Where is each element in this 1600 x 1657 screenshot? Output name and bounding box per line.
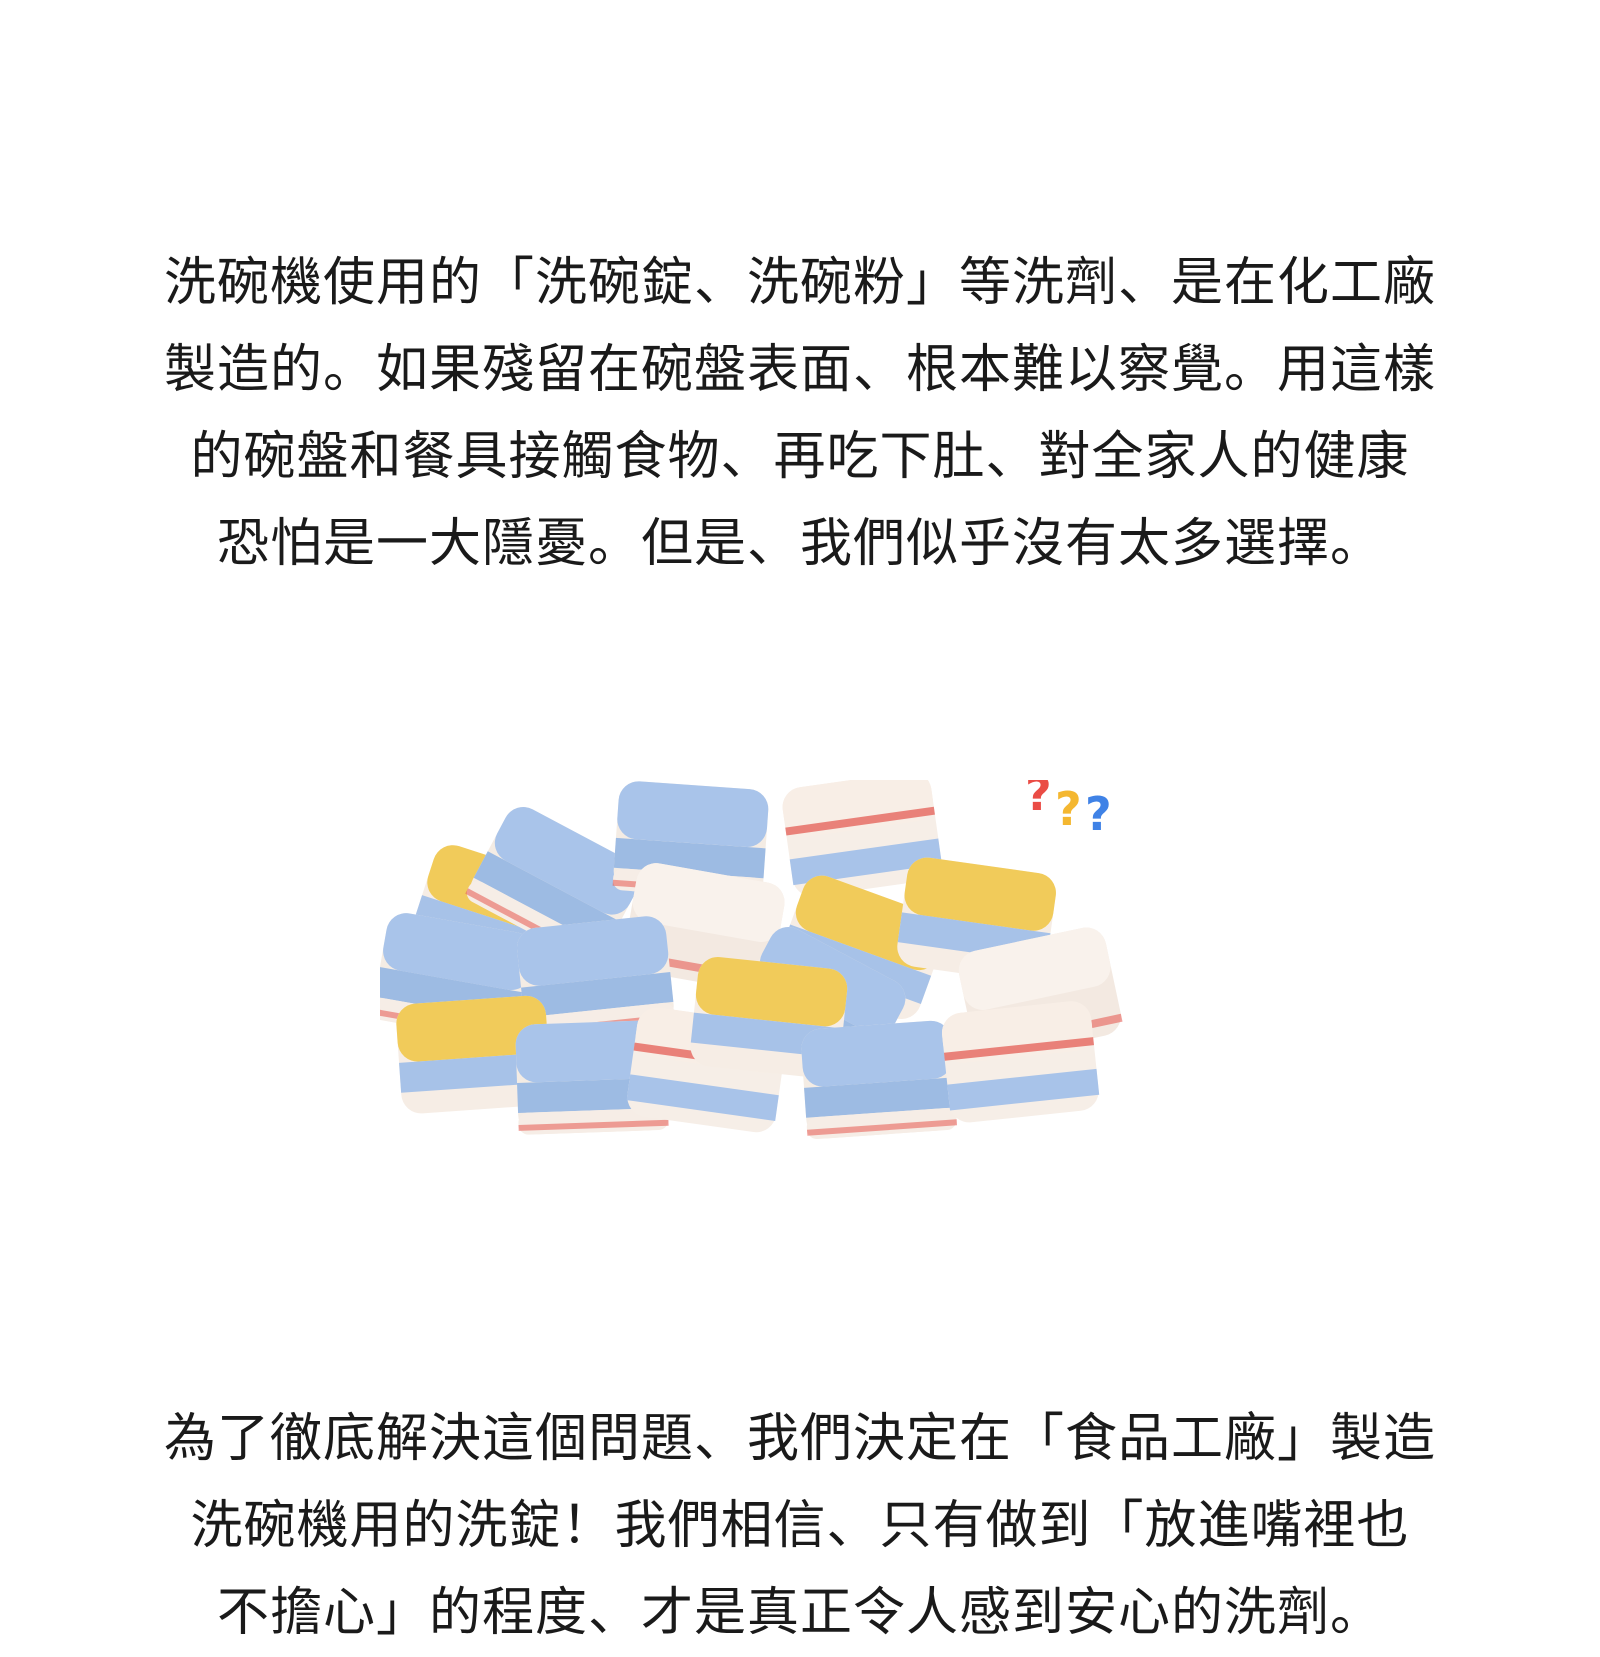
intro-line: 製造的。如果殘留在碗盤表面、根本難以察覺。用這樣 (163, 340, 1436, 400)
question-mark-blue-icon: ? (1085, 787, 1112, 841)
conclusion-line: 洗碗機用的洗錠！我們相信、只有做到「放進嘴裡也 (190, 1496, 1410, 1556)
intro-line: 洗碗機使用的「洗碗錠、洗碗粉」等洗劑、是在化工廠 (163, 253, 1436, 313)
question-mark-red-icon: ? (1025, 780, 1052, 821)
tablet (940, 999, 1101, 1125)
intro-line: 恐怕是一大隱憂。但是、我們似乎沒有太多選擇。 (216, 514, 1383, 574)
conclusion-line: 為了徹底解決這個問題、我們決定在「食品工廠」製造 (163, 1409, 1436, 1469)
conclusion-paragraph: 為了徹底解決這個問題、我們決定在「食品工廠」製造 洗碗機用的洗錠！我們相信、只有… (150, 1396, 1450, 1657)
tablet (800, 1019, 958, 1140)
intro-paragraph: 洗碗機使用的「洗碗錠、洗碗粉」等洗劑、是在化工廠 製造的。如果殘留在碗盤表面、根… (150, 240, 1450, 588)
question-mark-yellow-icon: ? (1055, 782, 1082, 836)
conclusion-line: 不擔心」的程度、才是真正令人感到安心的洗劑。 (216, 1583, 1383, 1643)
intro-line: 的碗盤和餐具接觸食物、再吃下肚、對全家人的健康 (190, 427, 1410, 487)
dishwasher-tablets-illustration: ? ? ? (380, 780, 1125, 1140)
